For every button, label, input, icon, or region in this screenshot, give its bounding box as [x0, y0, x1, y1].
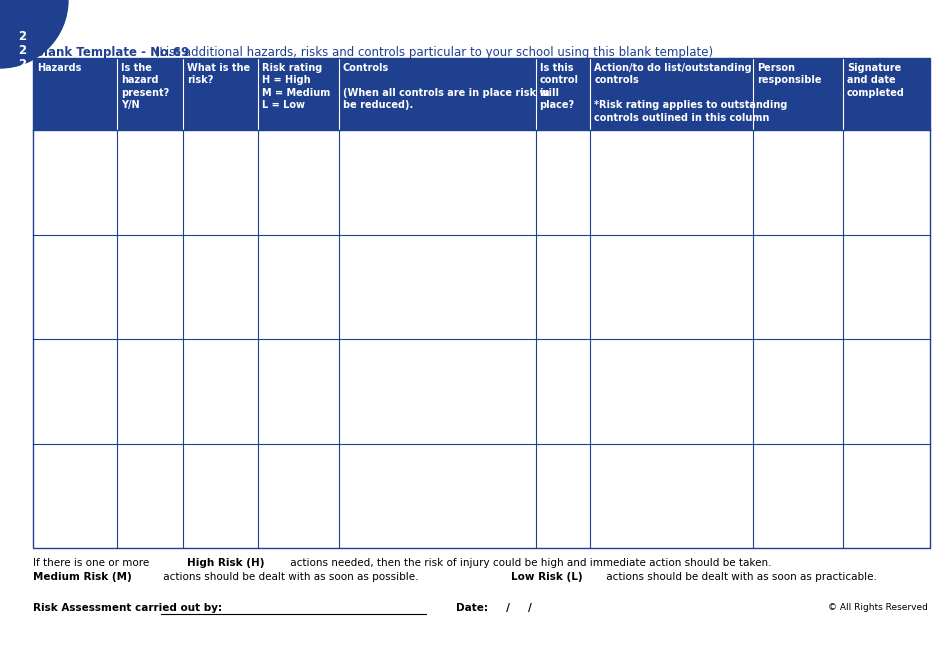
Text: Person
responsible: Person responsible	[757, 63, 822, 85]
Text: Hazards: Hazards	[37, 63, 82, 73]
Bar	[33, 235, 930, 339]
Text: Action/to do list/outstanding
controls

*Risk rating applies to outstanding
cont: Action/to do list/outstanding controls *…	[595, 63, 788, 122]
Bar	[33, 130, 930, 235]
Text: Controls

(When all controls are in place risk will
be reduced).: Controls (When all controls are in place…	[343, 63, 559, 110]
Text: High Risk (H): High Risk (H)	[187, 558, 265, 568]
Text: Risk Assessment carried out by:: Risk Assessment carried out by:	[33, 603, 226, 613]
Text: Is the
hazard
present?
Y/N: Is the hazard present? Y/N	[122, 63, 169, 110]
Text: Date:     /     /: Date: / /	[456, 603, 532, 613]
Text: Signature
and date
completed: Signature and date completed	[847, 63, 905, 98]
Text: actions should be dealt with as soon as possible.: actions should be dealt with as soon as …	[161, 572, 432, 582]
Text: Blank Template - No.69: Blank Template - No.69	[35, 46, 189, 59]
Text: Risk rating
H = High
M = Medium
L = Low: Risk rating H = High M = Medium L = Low	[262, 63, 331, 110]
Bar	[33, 444, 930, 548]
Text: If there is one or more: If there is one or more	[33, 558, 153, 568]
Text: Is this
control
in
place?: Is this control in place?	[540, 63, 579, 110]
Text: What is the
risk?: What is the risk?	[187, 63, 250, 85]
Circle shape	[0, 0, 68, 68]
Text: (List additional hazards, risks and controls particular to your school using thi: (List additional hazards, risks and cont…	[151, 46, 713, 59]
Text: actions should be dealt with as soon as practicable.: actions should be dealt with as soon as …	[603, 572, 877, 582]
Text: 2
2
2: 2 2 2	[18, 30, 26, 71]
Bar	[33, 339, 930, 444]
Bar	[33, 58, 930, 130]
Text: Medium Risk (M): Medium Risk (M)	[33, 572, 132, 582]
Text: © All Rights Reserved: © All Rights Reserved	[828, 603, 928, 612]
Bar	[33, 58, 930, 548]
Text: Low Risk (L): Low Risk (L)	[511, 572, 582, 582]
Text: actions needed, then the risk of injury could be high and immediate action shoul: actions needed, then the risk of injury …	[287, 558, 771, 568]
